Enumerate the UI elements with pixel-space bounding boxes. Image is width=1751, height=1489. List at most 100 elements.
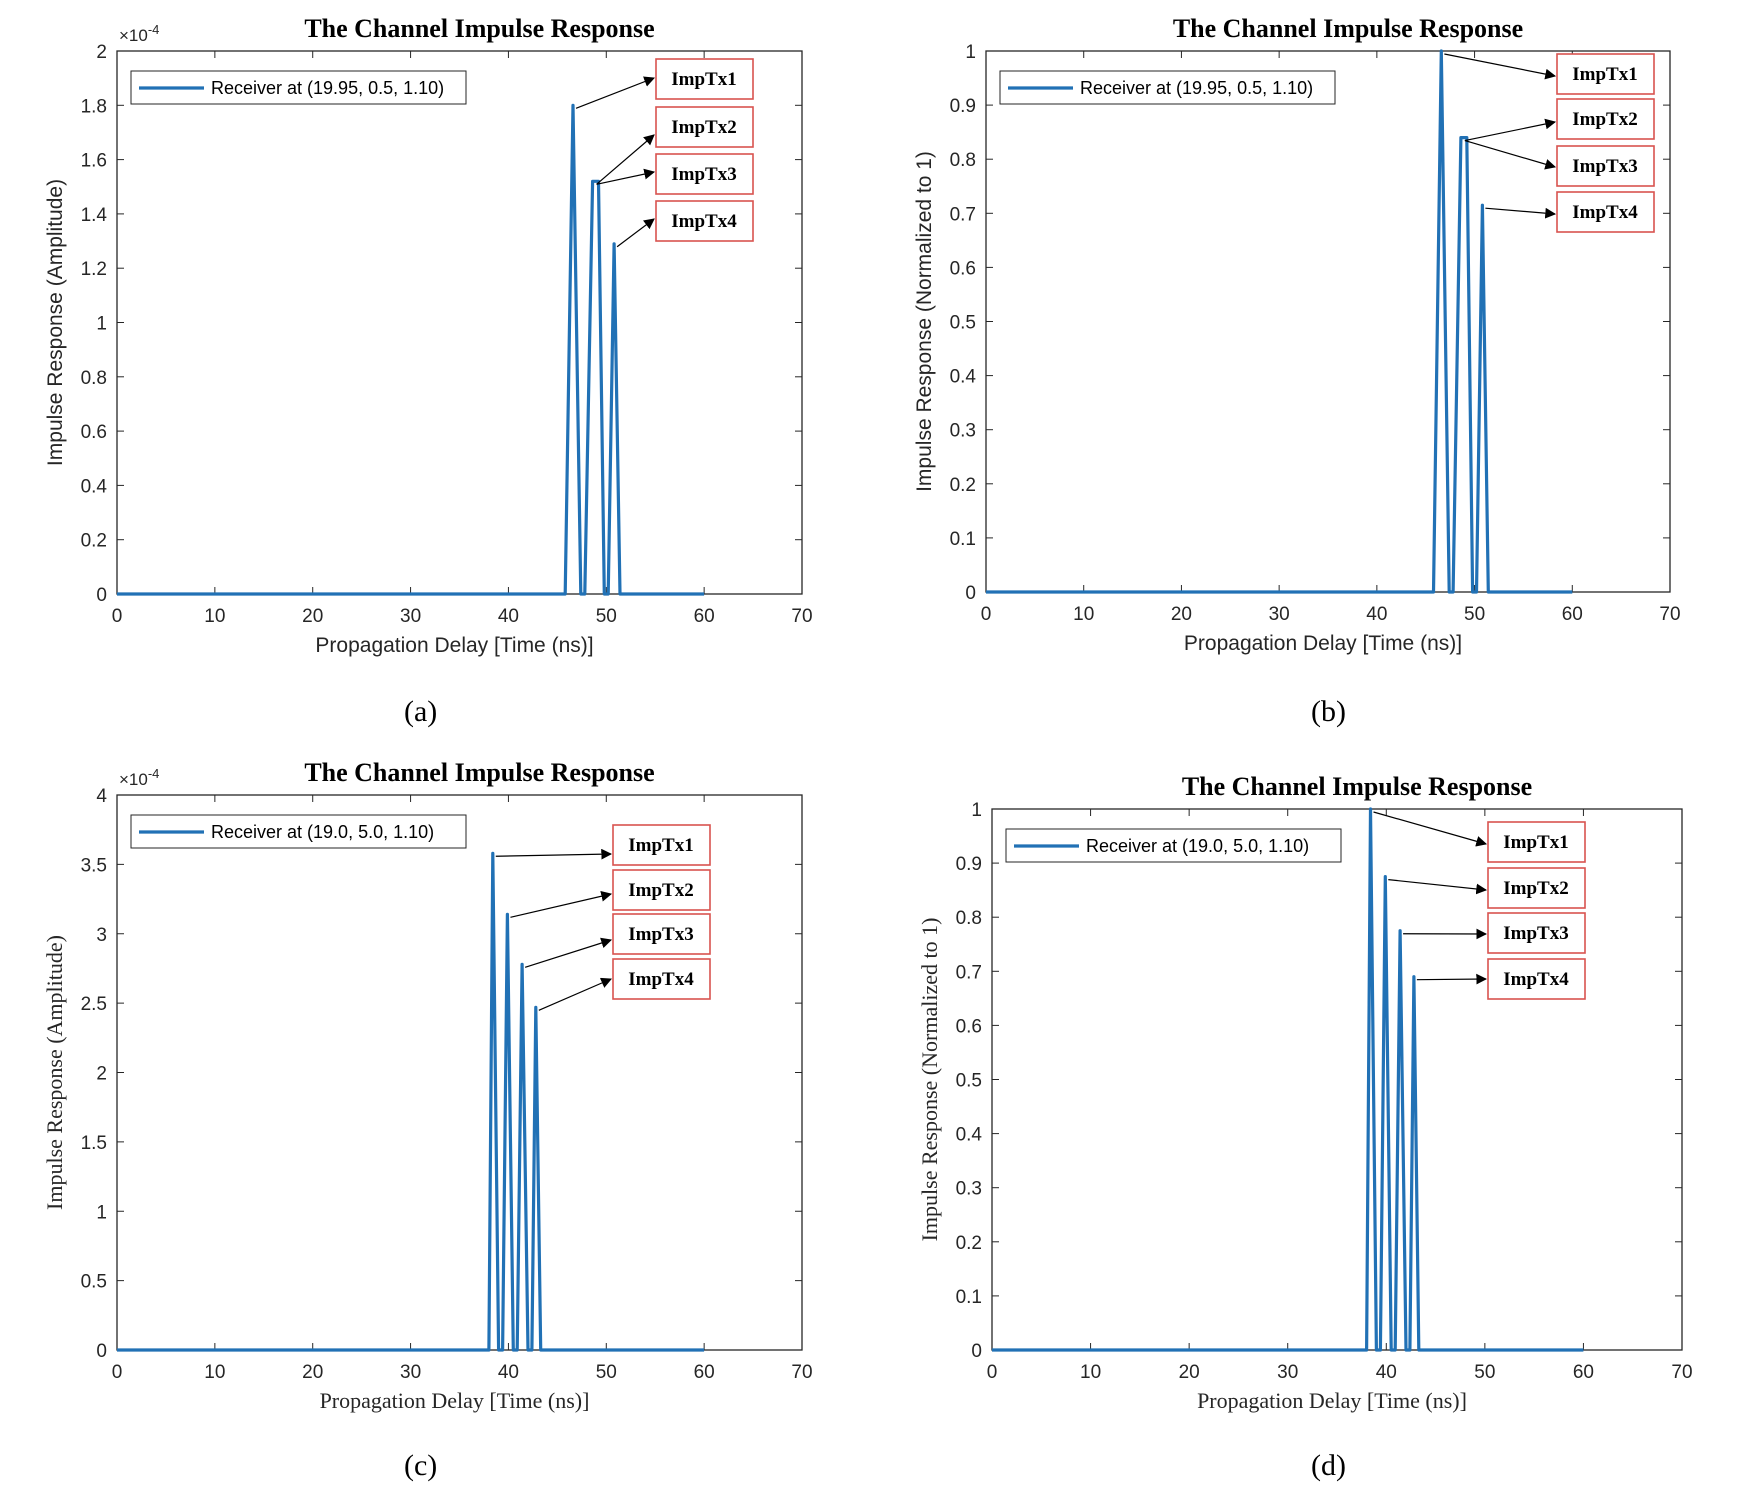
x-tick-label: 60 [694,606,715,627]
y-axis-label: Impulse Response (Amplitude) [42,935,67,1210]
annotation-label: ImpTx1 [1572,64,1637,85]
series-line [986,49,1573,594]
annotation-arrow [524,937,613,968]
y-axis-exponent: ×10-4 [119,766,159,789]
panel-label-b: (b) [1311,695,1346,728]
annotation-label: ImpTx1 [1503,832,1568,853]
y-tick-label: 1 [96,314,107,335]
legend-label: Receiver at (19.95, 0.5, 1.10) [211,78,444,98]
annotation-box [655,153,754,195]
x-tick-label: 40 [1376,1362,1397,1383]
x-axis-label: Propagation Delay [Time (ns)] [1197,1388,1467,1413]
y-tick-label: 0 [971,1341,982,1362]
annotation-arrow [596,134,655,185]
annotation-arrow [1388,879,1488,895]
y-tick-label: 0.8 [81,368,107,389]
chart-title: The Channel Impulse Response [1182,772,1532,801]
y-tick-label: 0.7 [956,962,982,983]
x-tick-label: 60 [694,1362,715,1383]
y-tick-label: 1 [971,800,982,821]
x-tick-label: 30 [1277,1362,1298,1383]
x-tick-label: 70 [1659,604,1680,625]
panel-label-a: (a) [404,695,438,728]
annotation-arrow [1373,811,1488,847]
annotation-box [1556,145,1655,187]
panel-label-d: (d) [1311,1449,1346,1482]
chart-svg-c: 0 10 20 30 40 50 60 70 0 0.5 1 1.5 2 2.5 3 3.5 4 ×10-4 The… [42,758,813,1413]
annotation-box [655,200,754,242]
chart-title: The Channel Impulse Response [304,758,654,787]
y-tick-label: 2.5 [81,994,107,1015]
y-tick-label: 0.1 [956,1287,982,1308]
annotation-arrow [538,977,612,1011]
y-tick-label: 0.3 [956,1179,982,1200]
annotation-label: ImpTx1 [628,835,693,856]
x-tick-label: 70 [1671,1362,1692,1383]
y-tick-label: 0.5 [956,1071,982,1092]
annotation-label: ImpTx3 [628,924,693,945]
x-tick-label: 10 [204,1362,225,1383]
x-tick-label: 30 [1269,604,1290,625]
x-tick-label: 20 [1179,1362,1200,1383]
y-tick-label: 0.9 [956,854,982,875]
annotation-box [1487,867,1586,909]
y-tick-label: 0.8 [950,150,976,171]
y-tick-label: 1.5 [81,1133,107,1154]
chart-svg-b: 0 10 20 30 40 50 60 70 0 0.1 0.2 0.3 0.4 0.5 0.6 0.7 0.8… [913,14,1681,655]
y-tick-label: 4 [96,786,107,807]
y-tick-label: 0.3 [950,421,976,442]
annotation-arrow [1464,118,1557,142]
y-tick-label: 1.8 [81,96,107,117]
y-tick-label: 0.7 [950,204,976,225]
x-axis-label: Propagation Delay [Time (ns)] [1184,632,1462,655]
y-tick-label: 0.2 [956,1233,982,1254]
x-tick-label: 70 [791,606,812,627]
y-tick-label: 2 [96,1064,107,1085]
y-tick-label: 0.2 [81,531,107,552]
annotation-label: ImpTx4 [671,211,737,232]
annotation-label: ImpTx4 [1572,202,1638,223]
y-tick-label: 0.2 [950,475,976,496]
chart-svg-d: 0 10 20 30 40 50 60 70 0 0.1 0.2 0.3 0.4 0.5 0.6 0.7 0.8… [917,772,1693,1413]
y-tick-label: 2 [96,42,107,63]
annotation-label: ImpTx3 [671,164,736,185]
annotation-label: ImpTx1 [671,69,736,90]
x-tick-label: 40 [1366,604,1387,625]
annotation-label: ImpTx4 [628,969,694,990]
annotation-box [612,869,711,911]
x-tick-label: 0 [981,604,992,625]
annotation-box [1487,958,1586,1000]
x-tick-label: 10 [1073,604,1094,625]
legend-label: Receiver at (19.0, 5.0, 1.10) [211,822,434,842]
x-tick-label: 30 [400,606,421,627]
annotation-box [1556,191,1655,233]
annotation-box [1556,98,1655,140]
panel-label-c: (c) [404,1449,438,1482]
annotation-arrow [1485,207,1557,219]
x-tick-label: 60 [1573,1362,1594,1383]
annotation-box [655,106,754,148]
annotation-box [612,913,711,955]
x-tick-label: 20 [1171,604,1192,625]
x-tick-label: 50 [1474,1362,1495,1383]
y-tick-label: 0.4 [81,476,108,497]
y-tick-label: 0 [96,1341,107,1362]
y-tick-label: 0.9 [950,96,976,117]
annotation-label: ImpTx4 [1503,969,1569,990]
x-tick-label: 20 [302,1362,323,1383]
x-tick-label: 50 [596,606,617,627]
annotation-arrow [495,848,613,860]
x-axis-label: Propagation Delay [Time (ns)] [320,1388,590,1413]
annotation-arrow [1464,139,1557,170]
chart-panel-b: 0 10 20 30 40 50 60 70 0 0.1 0.2 0.3 0.4 0.5 0.6 0.7 0.8… [875,0,1750,744]
x-axis-label: Propagation Delay [Time (ns)] [315,634,593,657]
x-tick-label: 40 [498,606,519,627]
y-tick-label: 0.6 [81,422,107,443]
y-tick-label: 1 [965,42,976,63]
x-tick-label: 10 [1080,1362,1101,1383]
annotation-arrow [1444,53,1557,80]
y-tick-label: 0.4 [956,1125,983,1146]
chart-panel-d: 0 10 20 30 40 50 60 70 0 0.1 0.2 0.3 0.4 0.5 0.6 0.7 0.8… [875,744,1750,1488]
x-tick-label: 50 [596,1362,617,1383]
annotation-box [612,958,711,1000]
